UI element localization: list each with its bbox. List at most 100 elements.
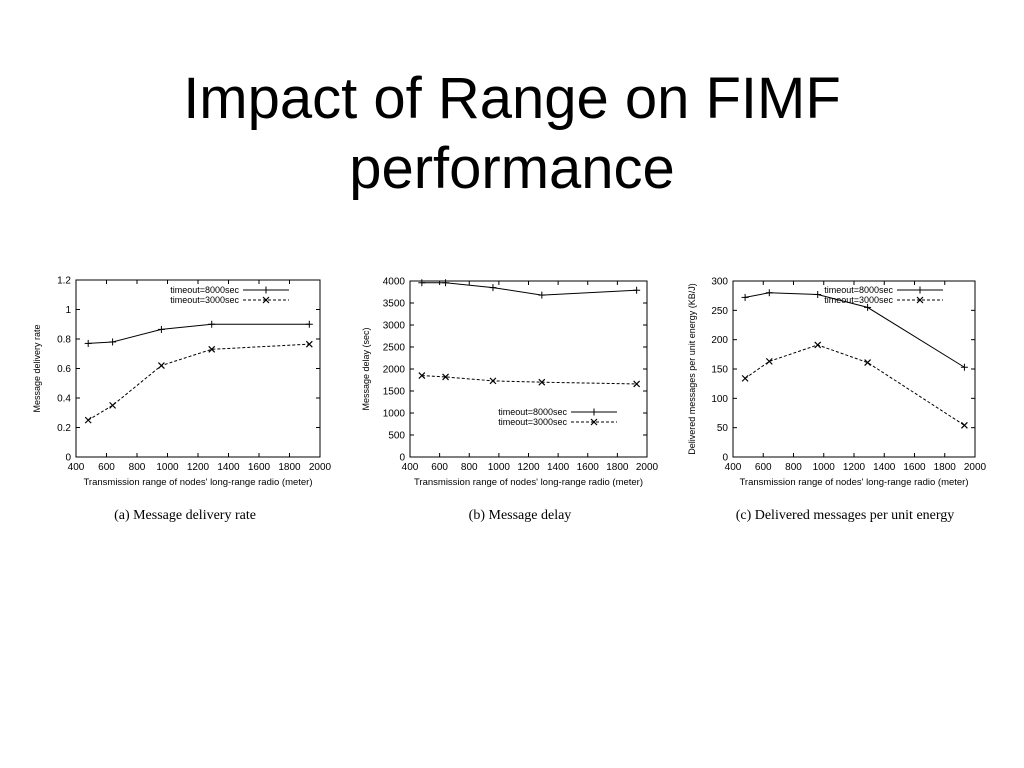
x-tick-label: 400 [402, 462, 419, 473]
y-tick-label: 0.6 [57, 364, 71, 375]
x-tick-label: 1800 [278, 462, 301, 473]
y-axis-label: Delivered messages per unit energy (KB/J… [687, 283, 697, 455]
series-line [88, 323, 310, 344]
y-tick-label: 0 [65, 453, 71, 464]
series-1 [84, 320, 313, 347]
chart-panel-c: 400 600 800 1000 1200 1400 1600 1800 2000 0 50 100 1… [680, 270, 990, 495]
y-axis-label: Message delivery rate [32, 324, 42, 412]
caption-a: (a) Message delivery rate [114, 508, 256, 523]
y-tick-label: 4000 [383, 277, 406, 288]
cross-marker-b [418, 372, 426, 380]
series-1 [741, 289, 968, 371]
y-tick-label: 100 [711, 394, 728, 405]
x-tick-label: 1600 [903, 462, 926, 473]
cross-marker-b [741, 374, 749, 382]
cross-marker-b [489, 377, 497, 385]
legend-label: timeout=8000sec [498, 407, 567, 417]
plot-frame [409, 280, 648, 458]
x-tick-label: 2000 [964, 462, 987, 473]
x-axis-label: Transmission range of nodes' long-range … [414, 477, 643, 488]
cross-marker-b [262, 296, 270, 304]
x-axis-label: Transmission range of nodes' long-range … [83, 477, 312, 488]
cross-marker-b [765, 357, 773, 365]
x-tick-label: 400 [725, 462, 742, 473]
x-tick-label: 600 [755, 462, 772, 473]
y-tick-label: 150 [711, 365, 728, 376]
legend-label: timeout=8000sec [824, 285, 893, 295]
legend-label: timeout=3000sec [170, 295, 239, 305]
series-line [87, 343, 310, 421]
y-tick-label: 0.4 [57, 394, 71, 405]
cross-marker-b [633, 380, 641, 388]
x-axis-label: Transmission range of nodes' long-range … [739, 477, 968, 488]
y-tick-label: 250 [711, 306, 728, 317]
x-tick-label: 2000 [309, 462, 332, 473]
x-tick-label: 800 [461, 462, 478, 473]
cross-marker-b [208, 345, 216, 353]
cross-marker-b [109, 401, 117, 409]
x-tick-label: 1400 [547, 462, 570, 473]
x-tick-label: 800 [129, 462, 146, 473]
x-tick-label: 1000 [156, 462, 179, 473]
legend-label: timeout=8000sec [170, 285, 239, 295]
x-tick-label: 1200 [517, 462, 540, 473]
slide-title-line-1: Impact of Range on FIMF [183, 66, 841, 131]
legend-label: timeout=3000sec [498, 417, 567, 427]
x-tick-label: 2000 [636, 462, 659, 473]
y-tick-label: 2000 [383, 365, 406, 376]
x-tick-label: 1400 [217, 462, 240, 473]
y-axis-label: Message delay (sec) [361, 327, 371, 410]
series-2 [418, 372, 641, 388]
chart-panel-b: 400 600 800 1000 1200 1400 1600 1800 2000 0 500 100… [354, 270, 664, 495]
slide-title: Impact of Range on FIMF performance [0, 64, 1024, 204]
y-tick-label: 3500 [383, 299, 406, 310]
y-tick-label: 1 [65, 305, 71, 316]
caption-c: (c) Delivered messages per unit energy [735, 508, 955, 523]
y-tick-label: 500 [388, 431, 405, 442]
y-tick-label: 50 [717, 423, 729, 434]
slide-title-line-2: performance [349, 136, 675, 201]
cross-marker-b [442, 373, 449, 381]
series-line [421, 375, 637, 385]
y-tick-label: 2500 [383, 343, 406, 354]
y-tick-label: 3000 [383, 321, 406, 332]
plot-frame [732, 280, 976, 458]
x-tick-label: 1400 [873, 462, 896, 473]
cross-marker-b [305, 340, 313, 348]
x-tick-label: 1000 [488, 462, 511, 473]
series-2 [84, 340, 313, 424]
chart-panel-a: 400 600 800 1000 1200 1400 1600 1800 2000 0 0.2 0.4… [26, 270, 336, 495]
cross-marker-b [590, 418, 598, 426]
x-tick-label: 600 [431, 462, 448, 473]
x-tick-label: 600 [98, 462, 115, 473]
y-tick-label: 300 [711, 277, 728, 288]
x-tick-label: 1200 [843, 462, 866, 473]
cross-marker-b [157, 362, 165, 369]
cross-marker-b [84, 416, 92, 424]
x-tick-label: 1800 [606, 462, 629, 473]
y-tick-label: 0 [399, 453, 405, 464]
series-line [744, 344, 965, 426]
x-tick-label: 1800 [934, 462, 957, 473]
x-tick-label: 1600 [577, 462, 600, 473]
y-tick-label: 0.8 [57, 335, 71, 346]
y-tick-label: 1.2 [57, 276, 71, 287]
cross-marker-b [538, 378, 546, 386]
plot-frame [75, 279, 321, 458]
x-tick-label: 400 [68, 462, 85, 473]
y-tick-label: 200 [711, 335, 728, 346]
x-tick-label: 1600 [248, 462, 271, 473]
y-tick-label: 0.2 [57, 423, 71, 434]
x-tick-label: 1200 [187, 462, 210, 473]
x-tick-label: 1000 [813, 462, 836, 473]
caption-b: (b) Message delay [468, 508, 572, 523]
chart-b: 400 600 800 1000 1200 1400 1600 1800 2000 0 500 100… [361, 277, 659, 489]
cross-marker-b [916, 296, 924, 304]
x-tick-label: 800 [785, 462, 802, 473]
chart-a: 400 600 800 1000 1200 1400 1600 1800 2000 0 0.2 0.4… [32, 276, 332, 489]
cross-marker-b [960, 421, 968, 429]
cross-marker-b [814, 341, 822, 349]
chart-c: 400 600 800 1000 1200 1400 1600 1800 2000 0 50 100 1… [687, 277, 987, 489]
